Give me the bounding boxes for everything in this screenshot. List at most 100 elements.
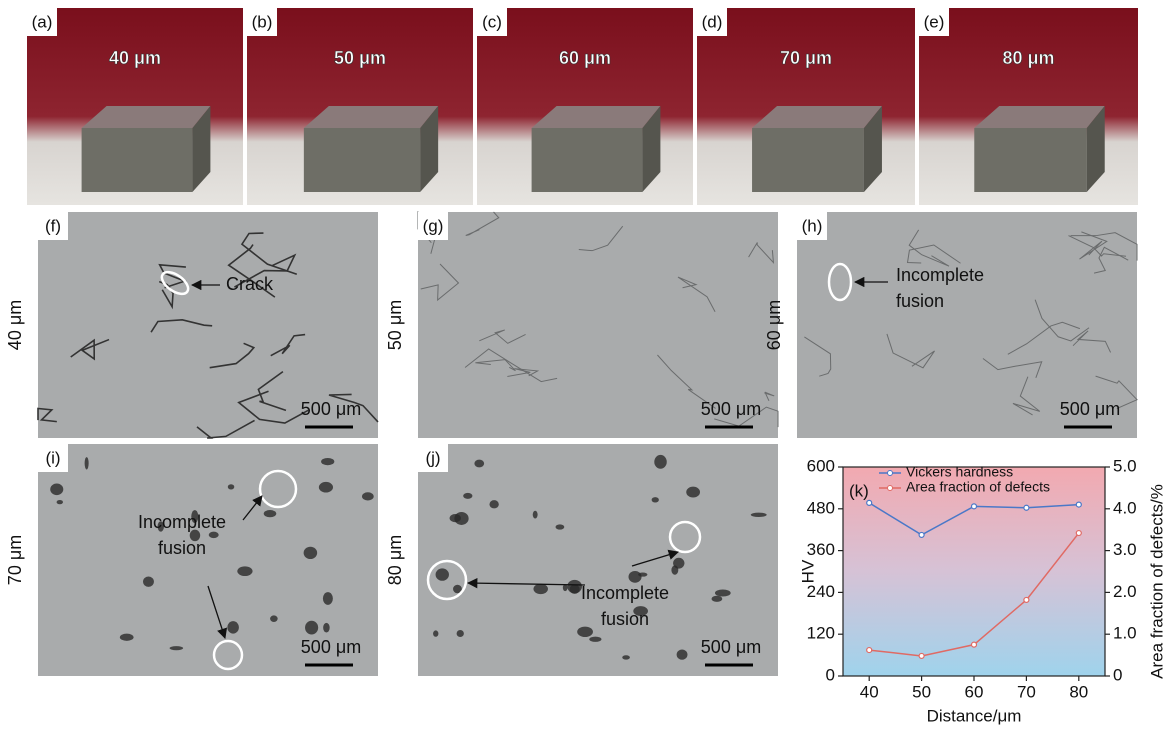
pore bbox=[228, 484, 235, 489]
pore bbox=[577, 627, 593, 637]
x-axis-label: Distance/μm bbox=[927, 706, 1022, 725]
scale-bar-label: 500 μm bbox=[701, 399, 761, 419]
panel-label: (c) bbox=[482, 12, 502, 31]
scale-bar-label: 500 μm bbox=[1060, 399, 1120, 419]
panel-label: (f) bbox=[45, 216, 61, 235]
y-tick-label: 600 bbox=[807, 456, 835, 475]
x-tick-label: 40 bbox=[860, 682, 879, 701]
side-label: 50 μm bbox=[385, 300, 405, 350]
pore bbox=[677, 650, 688, 660]
pore bbox=[120, 634, 134, 641]
pore bbox=[715, 589, 731, 596]
pore bbox=[321, 458, 334, 465]
pore bbox=[686, 487, 700, 498]
y-tick-label: 0 bbox=[826, 665, 835, 684]
pore bbox=[589, 637, 601, 642]
pore bbox=[323, 623, 329, 633]
y-tick-label: 480 bbox=[807, 498, 835, 517]
panel-label: (g) bbox=[423, 216, 444, 235]
pore bbox=[433, 630, 438, 636]
side-label: 60 μm bbox=[764, 300, 784, 350]
annotation: Incomplete bbox=[581, 583, 669, 603]
point bbox=[972, 504, 977, 509]
pore bbox=[622, 655, 630, 659]
pore bbox=[305, 621, 318, 635]
y2-tick-label: 5.0 bbox=[1113, 456, 1137, 475]
pore bbox=[85, 457, 89, 469]
annotation: fusion bbox=[158, 538, 206, 558]
pore bbox=[556, 524, 565, 529]
legend-marker bbox=[888, 486, 893, 491]
pore bbox=[319, 482, 333, 493]
sample-front bbox=[304, 128, 420, 192]
photo-title: 80 μm bbox=[1002, 48, 1054, 68]
pore bbox=[463, 493, 472, 499]
pore bbox=[170, 646, 184, 650]
photo-title: 70 μm bbox=[780, 48, 832, 68]
point bbox=[867, 648, 872, 653]
point bbox=[1024, 505, 1029, 510]
pore bbox=[629, 571, 642, 583]
x-tick-label: 60 bbox=[965, 682, 984, 701]
panel-label: (k) bbox=[849, 481, 869, 500]
pore bbox=[673, 558, 684, 569]
point bbox=[919, 532, 924, 537]
panel-label: (h) bbox=[802, 216, 823, 235]
legend-marker bbox=[888, 471, 893, 476]
pore bbox=[50, 484, 63, 496]
side-label: 70 μm bbox=[5, 535, 25, 585]
pore bbox=[450, 514, 461, 522]
legend-label: Vickers hardness bbox=[906, 464, 1013, 480]
pore bbox=[654, 455, 666, 469]
pore bbox=[209, 532, 219, 538]
panel-label: (i) bbox=[45, 448, 60, 467]
y2-tick-label: 3.0 bbox=[1113, 540, 1137, 559]
pore bbox=[567, 580, 582, 593]
y2-axis-label: Area fraction of defects/% bbox=[1147, 484, 1166, 679]
y2-tick-label: 2.0 bbox=[1113, 582, 1137, 601]
scale-bar-label: 500 μm bbox=[301, 637, 361, 657]
point bbox=[1076, 531, 1081, 536]
pore bbox=[143, 576, 154, 586]
photo-title: 40 μm bbox=[109, 48, 161, 68]
point bbox=[972, 642, 977, 647]
pore bbox=[304, 547, 318, 559]
y2-tick-label: 0 bbox=[1113, 665, 1122, 684]
pore bbox=[533, 584, 547, 594]
x-tick-label: 50 bbox=[912, 682, 931, 701]
annotation: Crack bbox=[226, 274, 274, 294]
annotation: Incomplete bbox=[896, 265, 984, 285]
pore bbox=[57, 500, 63, 504]
pore bbox=[638, 572, 647, 576]
y2-tick-label: 4.0 bbox=[1113, 498, 1137, 517]
side-label: 40 μm bbox=[5, 300, 25, 350]
annotation: fusion bbox=[601, 609, 649, 629]
panel-label: (e) bbox=[924, 12, 945, 31]
sample-front bbox=[974, 128, 1086, 192]
side-label: 80 μm bbox=[385, 535, 405, 585]
pore bbox=[533, 511, 538, 519]
x-tick-label: 70 bbox=[1017, 682, 1036, 701]
panel-label: (b) bbox=[252, 12, 273, 31]
y2-tick-label: 1.0 bbox=[1113, 624, 1137, 643]
figure: (a) 40 μm (b) 50 μm (c) 60 μm (d) 70 μm (e) 80 μm… bbox=[0, 0, 1175, 729]
sample-front bbox=[532, 128, 643, 192]
y-tick-label: 240 bbox=[807, 582, 835, 601]
pore bbox=[270, 615, 278, 622]
pore bbox=[227, 621, 239, 634]
pore bbox=[264, 510, 277, 517]
pore bbox=[474, 460, 484, 468]
sample-front bbox=[752, 128, 864, 192]
pore bbox=[711, 596, 722, 602]
scale-bar-label: 500 μm bbox=[301, 399, 361, 419]
pore bbox=[457, 630, 464, 637]
panel-label: (a) bbox=[32, 12, 53, 31]
panel-label: (d) bbox=[702, 12, 723, 31]
scale-bar-label: 500 μm bbox=[701, 637, 761, 657]
pore bbox=[237, 566, 252, 576]
y-tick-label: 360 bbox=[807, 540, 835, 559]
point bbox=[919, 653, 924, 658]
photo-title: 60 μm bbox=[559, 48, 611, 68]
point bbox=[867, 500, 872, 505]
sample-front bbox=[82, 128, 193, 192]
